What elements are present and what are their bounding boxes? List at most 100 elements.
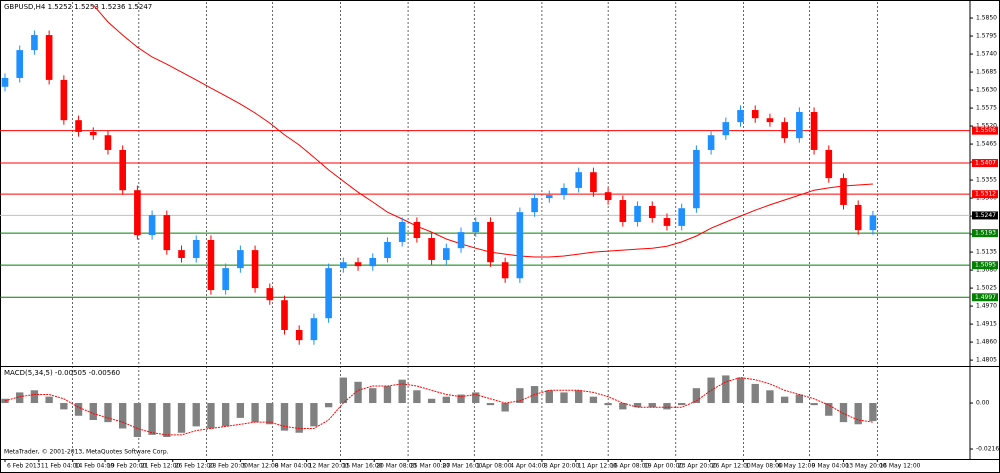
level-tag-label: 1.5407 <box>975 160 996 167</box>
y-tick-label: 1.4915 <box>976 321 997 328</box>
macd-y-tick-label: 0.00 <box>976 400 990 407</box>
level-tag <box>972 190 998 199</box>
y-tick-label: 1.5740 <box>976 51 997 58</box>
y-tick-label: 1.5080 <box>976 267 997 274</box>
macd-bar <box>486 403 495 406</box>
macd-bar <box>177 403 186 433</box>
macd-bar <box>736 377 745 404</box>
macd-bar <box>427 398 436 404</box>
macd-bar <box>472 392 480 404</box>
candle-body <box>369 257 377 267</box>
candle-body <box>134 190 141 236</box>
macd-bar <box>280 403 289 431</box>
x-tick-label: 25 Mar 00:00 <box>410 463 450 470</box>
macd-bar <box>60 403 68 410</box>
candle-body <box>398 221 406 242</box>
macd-bar <box>74 403 83 416</box>
candle-body <box>766 118 774 123</box>
x-tick-label: 5 Mar 12:00 <box>242 463 278 470</box>
candle-body <box>148 215 156 236</box>
candle-body <box>590 172 597 193</box>
x-tick-label: 21 Feb 12:00 <box>141 463 181 470</box>
candle-body <box>869 215 877 231</box>
level-tag-label: 1.5193 <box>975 230 996 237</box>
candle-body <box>472 221 480 233</box>
candle-body <box>428 238 435 260</box>
candle-body <box>619 200 627 222</box>
macd-bar <box>545 390 553 404</box>
candle-body <box>545 195 553 199</box>
candle-body <box>192 239 200 258</box>
candle-body <box>634 205 641 222</box>
level-tag <box>972 293 998 302</box>
footer: MetaTrader, © 2001-2013, MetaQuotes Soft… <box>4 449 169 456</box>
y-tick-label: 1.5355 <box>976 177 997 184</box>
macd-bar <box>869 403 877 422</box>
y-tick-label: 1.4860 <box>976 339 997 346</box>
macd-bar <box>501 403 509 412</box>
x-tick-label: 11 Feb 04:00 <box>41 463 81 470</box>
candle-body <box>443 248 450 260</box>
macd-bar <box>854 403 862 425</box>
candle-body <box>678 208 685 226</box>
macd-bar <box>369 388 377 404</box>
y-tick-label: 1.4970 <box>976 303 997 310</box>
candle-body <box>604 192 612 201</box>
candle-body <box>501 262 509 279</box>
macd-bar <box>45 396 53 404</box>
macd-bar <box>766 390 774 404</box>
candle-body <box>119 149 126 191</box>
candle-body <box>854 204 862 231</box>
macd-bar <box>383 386 392 404</box>
macd-bar <box>354 381 362 404</box>
macd-signal <box>4 377 873 436</box>
macd-bar <box>236 403 245 418</box>
x-tick-label: 12 Mar 20:00 <box>309 463 349 470</box>
macd-bar <box>266 403 274 425</box>
macd-bar <box>780 396 789 404</box>
candle-body <box>693 149 700 209</box>
candle-body <box>325 268 332 319</box>
candle-body <box>354 262 362 267</box>
macd-bar <box>516 388 524 404</box>
macd-title: MACD(5,34,5) -0.00505 -0.00560 <box>4 369 120 377</box>
candle-body <box>531 198 538 213</box>
x-tick-label: 26 Feb 12:00 <box>175 463 215 470</box>
candle-body <box>707 135 715 150</box>
macd-bar <box>310 403 318 427</box>
x-tick-label: 15 Mar 16:00 <box>342 463 382 470</box>
x-tick-label: 6 Feb 2013 <box>7 463 41 470</box>
y-tick-label: 1.5685 <box>976 69 997 76</box>
candle-body <box>222 268 229 291</box>
x-tick-label: 28 Feb 20:00 <box>209 463 249 470</box>
y-tick-label: 1.5520 <box>976 123 997 130</box>
y-tick-label: 1.5135 <box>976 249 997 256</box>
candle-body <box>45 35 53 80</box>
macd-bar <box>560 392 568 404</box>
macd-bar <box>795 394 804 404</box>
candle-body <box>560 187 568 196</box>
macd-bar <box>413 390 421 404</box>
x-tick-label: 16 Apr 08:00 <box>610 463 649 470</box>
macd-bar <box>442 396 450 404</box>
x-tick-label: 8 Mar 04:00 <box>275 463 311 470</box>
candle-body <box>648 205 656 219</box>
macd-bar <box>692 388 701 404</box>
macd-bar <box>722 375 730 404</box>
macd-bar <box>192 403 200 427</box>
x-tick-label: 11 Apr 12:00 <box>578 463 617 470</box>
macd-bar <box>89 403 97 421</box>
candle-body <box>251 250 259 289</box>
level-tag-label: 1.5247 <box>975 212 996 219</box>
candle-body <box>295 329 303 341</box>
candle-body <box>825 149 833 179</box>
macd-bar <box>324 403 333 408</box>
macd-bar <box>16 392 24 404</box>
macd-bar <box>825 403 833 416</box>
candle-body <box>722 122 730 136</box>
macd-bar <box>148 403 156 435</box>
x-tick-label: 19 Apr 00:00 <box>644 463 683 470</box>
candle-body <box>737 110 744 123</box>
y-tick-label: 1.4805 <box>976 357 997 364</box>
